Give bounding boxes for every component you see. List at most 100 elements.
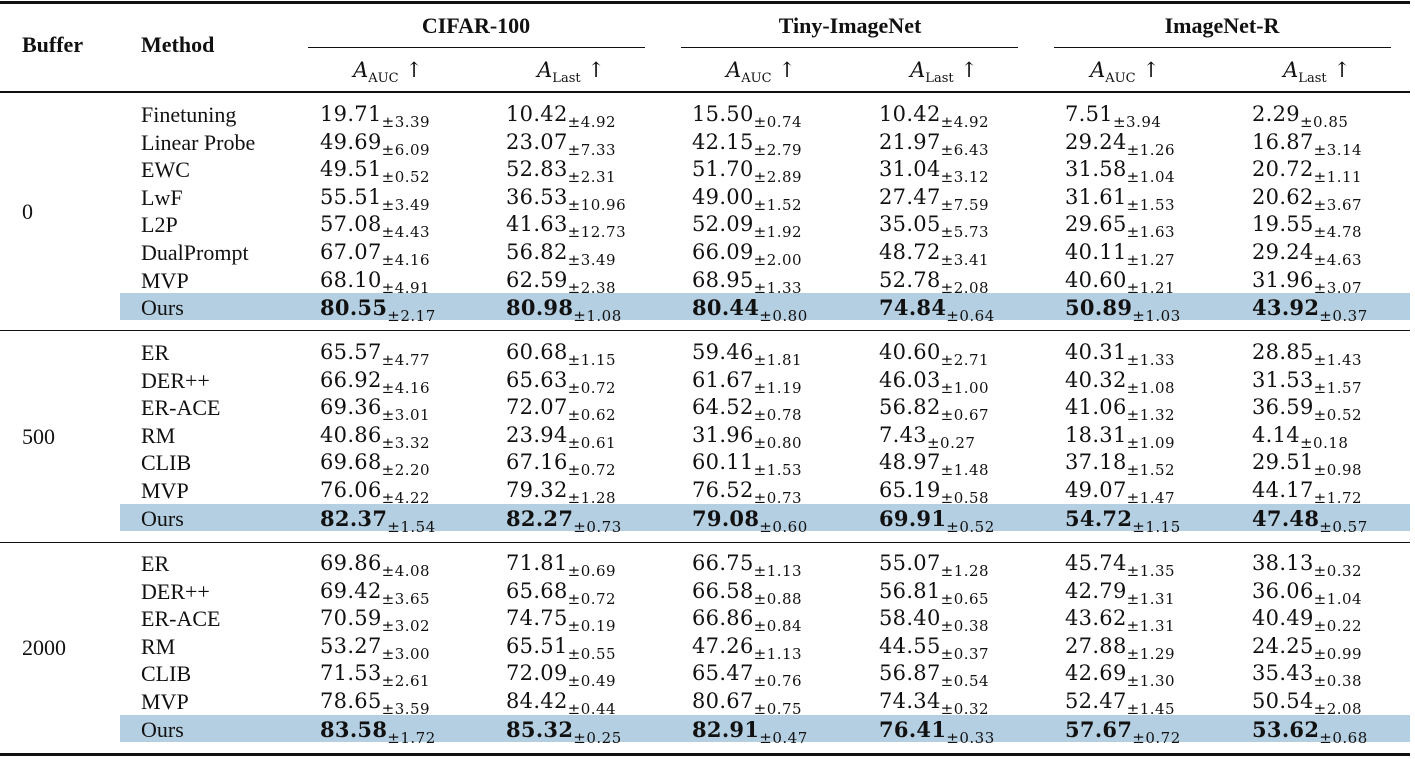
- result-cell: 42.79±1.31: [1065, 580, 1175, 607]
- mean-value: 55.51: [320, 184, 382, 209]
- std-value: ±1.03: [1132, 307, 1181, 326]
- std-value: ±3.01: [381, 406, 431, 425]
- buffer-size-label: 2000: [22, 634, 66, 660]
- result-cell: 23.94±0.61: [506, 422, 616, 451]
- mean-value: 31.04: [879, 157, 941, 182]
- mean-value: 19.71: [320, 102, 382, 126]
- mean-value: 28.85: [1252, 340, 1314, 364]
- result-cell: 37.18±1.52: [1065, 452, 1175, 478]
- mean-value: 70.59: [320, 606, 382, 631]
- mean-value: 52.83: [506, 157, 568, 182]
- result-cell: 29.24±4.63: [1252, 242, 1362, 268]
- std-value: ±1.35: [1126, 562, 1176, 580]
- mean-value: 40.60: [1065, 267, 1127, 292]
- metric-header: ALast ↑: [537, 58, 605, 86]
- std-value: ±2.71: [940, 351, 990, 369]
- std-value: ±0.44: [567, 700, 617, 718]
- mean-value: 66.86: [692, 606, 754, 631]
- mean-value: 19.55: [1252, 212, 1314, 237]
- std-value: ±2.20: [381, 461, 431, 480]
- result-cell: 49.07±1.47: [1065, 480, 1175, 506]
- mean-value: 72.07: [506, 395, 568, 420]
- result-cell: 50.54±2.08: [1252, 691, 1362, 717]
- std-value: ±0.47: [759, 728, 808, 747]
- std-value: ±0.25: [573, 728, 622, 747]
- result-cell: 56.87±0.54: [879, 663, 989, 689]
- bottom-rule: [0, 753, 1410, 756]
- result-cell: 66.09±2.00: [692, 242, 802, 268]
- std-value: ±0.33: [946, 728, 995, 747]
- up-arrow-icon: ↑: [580, 58, 605, 82]
- dataset-header-rule: [681, 47, 1018, 49]
- mean-value: 80.67: [692, 689, 754, 713]
- mean-value: 53.62: [1252, 716, 1320, 742]
- mean-value: 60.11: [692, 450, 754, 475]
- std-value: ±3.65: [381, 589, 431, 608]
- result-cell: 51.70±2.89: [692, 159, 802, 185]
- result-cell: 74.84±0.64: [879, 297, 995, 324]
- mean-value: 65.57: [320, 340, 382, 364]
- mean-value: 72.09: [506, 661, 568, 686]
- mean-value: 40.60: [879, 340, 941, 364]
- std-value: ±3.39: [381, 113, 431, 131]
- result-cell: 27.47±7.59: [879, 186, 989, 213]
- std-value: ±4.22: [381, 489, 431, 507]
- result-cell: 85.32±0.25: [506, 719, 622, 746]
- mean-value: 71.81: [506, 551, 568, 575]
- method-name: DER++: [141, 367, 210, 393]
- result-cell: 80.44±0.80: [692, 297, 808, 324]
- mean-value: 82.37: [320, 505, 388, 531]
- up-arrow-icon: ↑: [1326, 58, 1351, 82]
- std-value: ±3.00: [381, 644, 431, 663]
- mean-value: 78.65: [320, 689, 382, 713]
- mean-value: 43.62: [1065, 606, 1127, 631]
- mean-value: 4.14: [1252, 422, 1300, 447]
- std-value: ±1.15: [1132, 517, 1181, 536]
- metric-subscript: Last: [552, 71, 581, 86]
- mean-value: 54.72: [1065, 505, 1133, 531]
- std-value: ±1.26: [1126, 140, 1176, 159]
- result-cell: 55.07±1.28: [879, 553, 989, 579]
- mean-value: 57.08: [320, 212, 382, 237]
- mean-value: 66.75: [692, 551, 754, 575]
- mean-value: 23.94: [506, 422, 568, 447]
- buffer-column-header: Buffer: [22, 32, 84, 57]
- result-cell: 43.92±0.37: [1252, 297, 1368, 324]
- up-arrow-icon: ↑: [953, 58, 978, 82]
- std-value: ±1.52: [1126, 461, 1176, 480]
- result-cell: 31.53±1.57: [1252, 369, 1362, 396]
- mean-value: 29.51: [1252, 450, 1314, 475]
- std-value: ±3.49: [381, 195, 431, 214]
- result-cell: 49.00±1.52: [692, 186, 802, 213]
- method-name: Linear Probe: [141, 129, 256, 155]
- std-value: ±0.68: [1319, 728, 1368, 747]
- mean-value: 47.48: [1252, 505, 1320, 531]
- std-value: ±0.37: [940, 644, 990, 663]
- mean-value: 50.54: [1252, 689, 1314, 713]
- result-cell: 40.60±2.71: [879, 342, 989, 368]
- std-value: ±5.73: [940, 223, 990, 242]
- method-column-header: Method: [141, 32, 215, 57]
- std-value: ±1.31: [1126, 617, 1176, 636]
- mean-value: 29.24: [1065, 129, 1127, 154]
- result-cell: 52.09±1.92: [692, 214, 802, 240]
- mean-value: 31.58: [1065, 157, 1127, 182]
- std-value: ±0.69: [567, 562, 617, 580]
- std-value: ±0.80: [759, 307, 808, 326]
- mean-value: 31.61: [1065, 184, 1127, 209]
- std-value: ±0.65: [940, 589, 990, 608]
- std-value: ±1.81: [753, 351, 803, 369]
- std-value: ±0.72: [1132, 728, 1181, 747]
- mean-value: 31.96: [692, 422, 754, 447]
- std-value: ±1.11: [1313, 168, 1363, 187]
- mean-value: 43.92: [1252, 295, 1320, 321]
- result-cell: 65.47±0.76: [692, 663, 802, 689]
- std-value: ±0.72: [567, 378, 617, 397]
- metric-symbol: A: [1283, 58, 1299, 82]
- std-value: ±0.37: [1319, 307, 1368, 326]
- std-value: ±4.78: [1313, 223, 1363, 242]
- method-name: ER-ACE: [141, 606, 221, 632]
- up-arrow-icon: ↑: [771, 58, 796, 82]
- result-cell: 45.74±1.35: [1065, 553, 1175, 579]
- std-value: ±1.72: [1313, 489, 1363, 507]
